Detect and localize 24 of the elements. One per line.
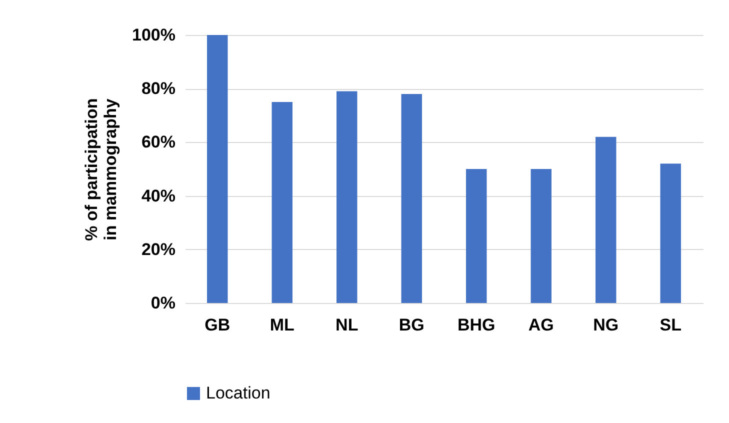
bar xyxy=(530,169,552,303)
x-tick-label: AG xyxy=(528,316,554,334)
x-tick-label: BG xyxy=(398,316,424,334)
bar xyxy=(596,136,616,303)
bar xyxy=(401,94,422,303)
x-tick-label: GB xyxy=(204,316,230,334)
legend-label: Location xyxy=(206,384,270,402)
y-tick-label: 80% xyxy=(141,79,176,98)
bar xyxy=(660,164,681,303)
y-tick-label: 0% xyxy=(150,294,176,312)
y-tick-label: 100% xyxy=(132,26,176,44)
bar xyxy=(207,35,228,303)
y-axis-title: % of participation in mammography xyxy=(82,98,120,241)
bar xyxy=(272,102,292,303)
bar xyxy=(336,91,358,303)
x-tick-label: ML xyxy=(270,316,294,334)
x-tick-label: NG xyxy=(593,316,619,334)
x-tick-label: SL xyxy=(660,316,682,334)
y-tick-label: 20% xyxy=(141,240,176,259)
y-tick-label: 60% xyxy=(141,132,176,152)
y-tick-label: 40% xyxy=(141,186,176,206)
x-tick-label: NL xyxy=(336,316,358,334)
bar xyxy=(466,169,487,303)
x-tick-label: BHG xyxy=(457,316,496,334)
